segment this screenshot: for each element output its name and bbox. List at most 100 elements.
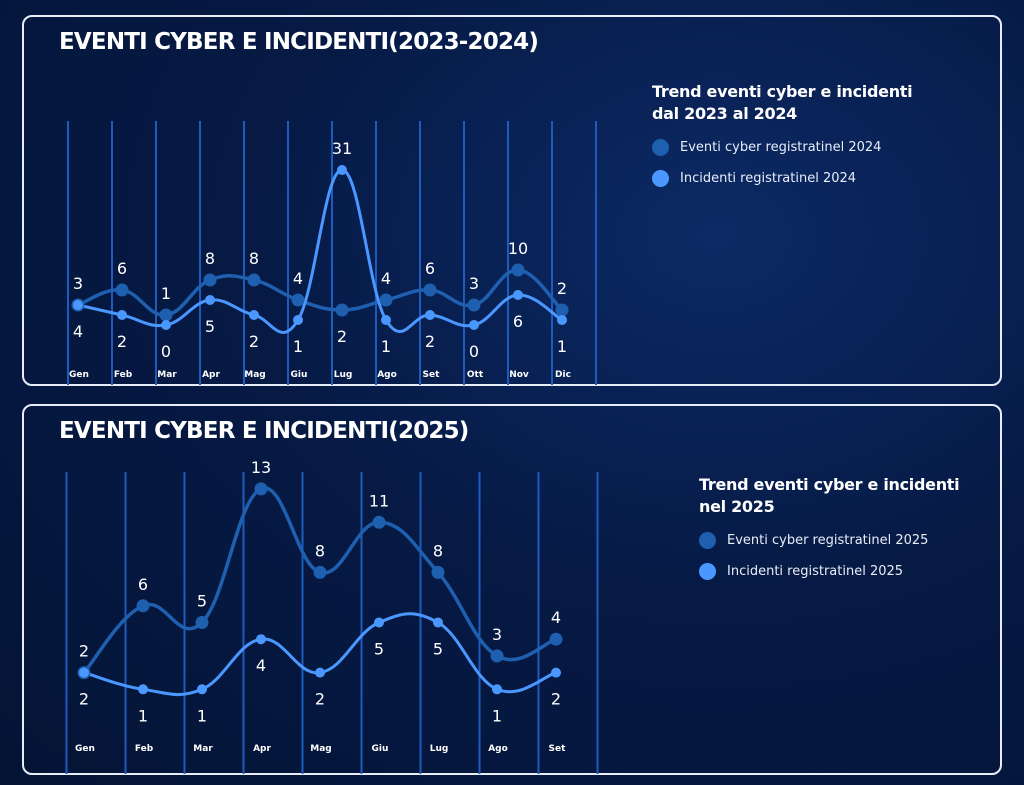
- data-point: [293, 315, 303, 325]
- data-label: 4: [381, 269, 391, 288]
- data-label: 3: [492, 625, 502, 644]
- data-point: [195, 616, 209, 629]
- data-point: [205, 295, 215, 305]
- legend-title-line2: nel 2025: [699, 497, 775, 516]
- data-label: 2: [249, 332, 259, 351]
- legend-title-line2: dal 2023 al 2024: [652, 104, 797, 123]
- x-tick-label: Feb: [114, 370, 133, 380]
- data-point: [117, 310, 127, 320]
- data-point: [337, 165, 347, 175]
- data-point: [423, 283, 437, 297]
- data-point: [115, 283, 129, 297]
- data-point: [490, 649, 504, 663]
- legend-item-events: Eventi cyber registratinel 2024: [652, 139, 927, 156]
- data-label: 6: [117, 259, 127, 278]
- legend-item-incidents: Incidenti registratinel 2025: [699, 563, 974, 580]
- data-point: [374, 617, 384, 628]
- data-label: 6: [138, 575, 148, 594]
- data-point: [549, 632, 563, 646]
- x-tick-label: Lug: [334, 370, 353, 380]
- x-tick-label: Giu: [291, 370, 308, 380]
- data-point: [79, 667, 89, 678]
- legend-label-events: Eventi cyber registratinel 2024: [680, 140, 882, 155]
- data-point: [513, 290, 523, 300]
- data-label: 5: [205, 317, 215, 336]
- x-tick-label: Apr: [202, 370, 220, 380]
- data-label: 31: [332, 139, 352, 158]
- series-line: [83, 612, 557, 697]
- data-label: 8: [315, 541, 325, 560]
- data-label: 4: [256, 656, 266, 675]
- data-point: [431, 565, 445, 579]
- data-label: 4: [551, 608, 561, 627]
- data-point: [197, 684, 207, 695]
- chart-legend: Trend eventi cyber e incidenti nel 2025 …: [699, 474, 974, 580]
- data-point: [551, 667, 561, 678]
- legend-label-events: Eventi cyber registratinel 2025: [727, 533, 929, 548]
- data-point: [379, 293, 393, 307]
- data-label: 2: [315, 690, 325, 709]
- x-tick-label: Apr: [253, 744, 271, 754]
- data-label: 2: [425, 332, 435, 351]
- x-tick-label: Giu: [372, 744, 389, 754]
- data-point: [256, 634, 266, 645]
- x-tick-label: Mar: [157, 370, 177, 380]
- data-label: 5: [433, 640, 443, 659]
- data-label: 13: [251, 458, 271, 477]
- data-label: 8: [433, 541, 443, 560]
- x-tick-label: Mag: [244, 370, 265, 380]
- legend-label-incidents: Incidenti registratinel 2024: [680, 171, 857, 186]
- data-point: [291, 293, 305, 307]
- data-point: [335, 303, 349, 317]
- data-label: 10: [508, 239, 528, 258]
- legend-title: Trend eventi cyber e incidenti dal 2023 …: [652, 81, 927, 125]
- chart-legend: Trend eventi cyber e incidenti dal 2023 …: [652, 81, 927, 187]
- x-tick-label: Gen: [69, 370, 89, 380]
- legend-title-line1: Trend eventi cyber e incidenti: [652, 82, 913, 101]
- data-label: 2: [551, 690, 561, 709]
- x-tick-label: Set: [423, 370, 441, 380]
- data-point: [136, 599, 150, 613]
- data-label: 1: [492, 706, 502, 725]
- data-label: 1: [557, 337, 567, 356]
- data-label: 2: [117, 332, 127, 351]
- panel-title: EVENTI CYBER E INCIDENTI(2025): [59, 418, 469, 444]
- legend-item-events: Eventi cyber registratinel 2025: [699, 532, 974, 549]
- data-point: [555, 303, 569, 317]
- legend-title: Trend eventi cyber e incidenti nel 2025: [699, 474, 974, 518]
- data-point: [313, 565, 327, 579]
- incidents-swatch-icon: [699, 563, 716, 580]
- data-point: [315, 667, 325, 678]
- data-label: 11: [369, 491, 389, 510]
- data-label: 4: [73, 322, 83, 341]
- data-label: 1: [161, 284, 171, 303]
- data-point: [467, 298, 481, 312]
- data-point: [161, 320, 171, 330]
- data-label: 2: [557, 279, 567, 298]
- x-tick-label: Feb: [135, 744, 154, 754]
- legend-label-incidents: Incidenti registratinel 2025: [727, 564, 904, 579]
- data-label: 2: [79, 642, 89, 661]
- data-label: 2: [79, 690, 89, 709]
- x-tick-label: Gen: [75, 744, 95, 754]
- legend-title-line1: Trend eventi cyber e incidenti: [699, 475, 960, 494]
- data-label: 1: [197, 706, 207, 725]
- data-label: 1: [381, 337, 391, 356]
- data-label: 1: [293, 337, 303, 356]
- x-tick-label: Set: [549, 744, 567, 754]
- data-point: [159, 308, 173, 322]
- chart-panel-2023-2024: EVENTI CYBER E INCIDENTI(2023-2024) 3 4 6 2…: [22, 15, 1002, 386]
- x-tick-label: Mag: [310, 744, 331, 754]
- data-label: 3: [469, 274, 479, 293]
- data-label: 8: [205, 249, 215, 268]
- legend-item-incidents: Incidenti registratinel 2024: [652, 170, 927, 187]
- panel-title: EVENTI CYBER E INCIDENTI(2023-2024): [59, 29, 539, 55]
- data-label: 2: [337, 327, 347, 346]
- data-point: [249, 310, 259, 320]
- x-tick-label: Ott: [467, 370, 484, 380]
- line-chart-2025: 2 2 6 1 5 1 13 4 8 2 11 5 8 5 3 1 4 2 Gen Feb Mar Apr Mag Giu Lu…: [65, 458, 599, 774]
- data-label: 0: [469, 342, 479, 361]
- data-label: 3: [73, 274, 83, 293]
- data-point: [372, 515, 386, 529]
